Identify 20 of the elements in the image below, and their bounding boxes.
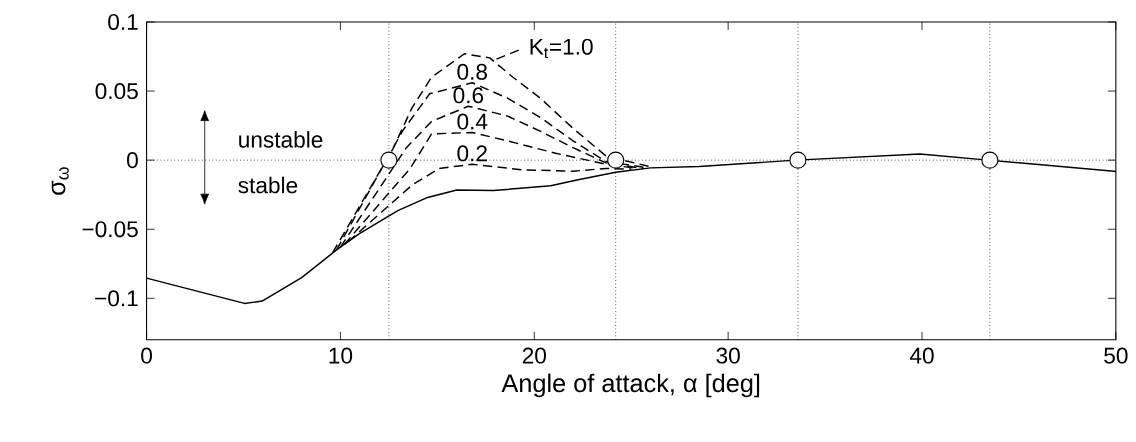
y-tick-label: 0 bbox=[127, 152, 138, 169]
x-tick-label: 10 bbox=[329, 347, 353, 364]
series-label: 0.8 bbox=[457, 63, 488, 80]
x-tick-label: 50 bbox=[1104, 347, 1128, 364]
x-tick-label: 40 bbox=[909, 347, 934, 364]
series-label: 0.6 bbox=[453, 87, 484, 104]
annotation: stable bbox=[238, 176, 298, 194]
legend-label: K$_{t}$=1.0 bbox=[530, 38, 593, 59]
annotation: unstable bbox=[239, 131, 323, 148]
y-tick-label: −0.05 bbox=[82, 221, 138, 238]
y-tick-label: 0.1 bbox=[108, 14, 138, 31]
series-label: 0.2 bbox=[457, 145, 487, 162]
series-label: 0.4 bbox=[457, 113, 488, 130]
y-axis-title: σ$_{ω}$ bbox=[51, 167, 69, 196]
x-tick-label: 20 bbox=[522, 347, 546, 364]
x-axis-title: Angle of attack, α [deg] bbox=[501, 373, 760, 398]
x-tick-label: 30 bbox=[716, 347, 740, 364]
x-tick-label: 0 bbox=[141, 347, 152, 364]
y-tick-label: 0.05 bbox=[95, 83, 138, 100]
y-tick-label: −0.1 bbox=[95, 290, 138, 307]
